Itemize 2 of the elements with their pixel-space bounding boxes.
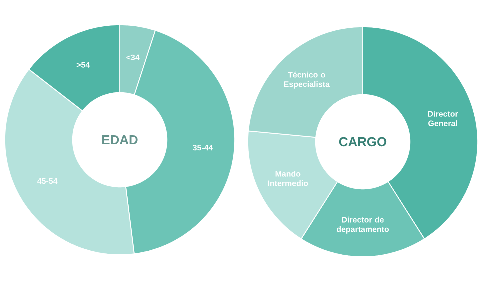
text: CARGO: [339, 137, 387, 147]
text: EDAD: [102, 136, 138, 144]
